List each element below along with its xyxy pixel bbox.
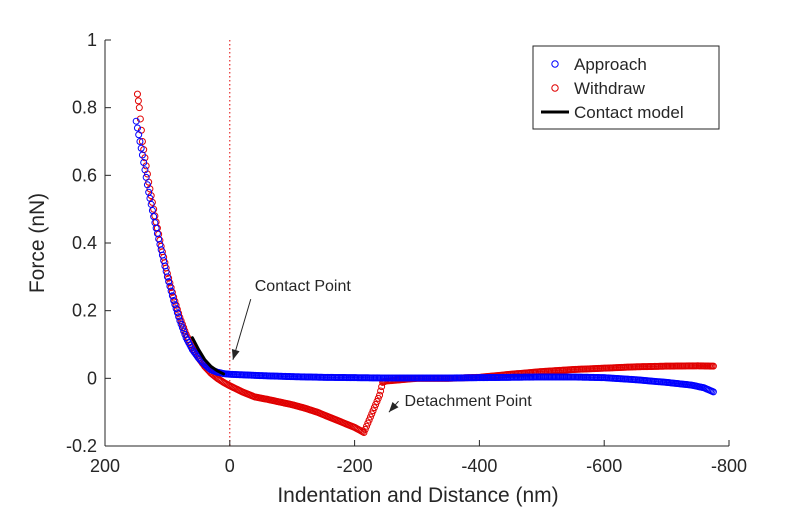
withdraw-point <box>166 279 174 287</box>
approach-point <box>168 292 176 300</box>
approach-point <box>140 158 148 166</box>
withdraw-point <box>360 428 368 436</box>
x-tick-label: -200 <box>337 456 373 476</box>
annotation-arrow-head <box>388 402 399 413</box>
x-axis-label: Indentation and Distance (nm) <box>277 484 558 507</box>
y-tick-label: -0.2 <box>66 436 97 456</box>
y-tick-label: 0.6 <box>72 165 97 185</box>
legend-swatch-marker <box>551 84 559 92</box>
withdraw-point <box>377 387 385 395</box>
approach-point <box>173 309 181 317</box>
withdraw-point <box>361 425 369 433</box>
approach-point <box>166 282 174 290</box>
x-tick-label: 0 <box>225 456 235 476</box>
withdraw-point <box>374 394 382 402</box>
approach-point <box>142 173 150 181</box>
y-tick-label: 0.4 <box>72 233 97 253</box>
approach-point <box>138 151 146 159</box>
withdraw-point <box>709 362 717 370</box>
withdraw-point <box>165 274 173 282</box>
withdraw-point <box>372 401 380 409</box>
approach-point <box>165 278 173 286</box>
y-tick-label: 0.8 <box>72 98 97 118</box>
approach-point <box>176 317 184 325</box>
withdraw-point <box>133 90 141 98</box>
annotation-arrow-shaft <box>232 298 252 360</box>
approach-point <box>132 117 140 125</box>
approach-point <box>172 305 180 313</box>
annotation-label: Contact Point <box>255 278 352 295</box>
approach-point <box>133 124 141 132</box>
y-axis-label: Force (nN) <box>26 193 49 293</box>
approach-point <box>177 320 185 328</box>
x-tick-label: 200 <box>90 456 120 476</box>
approach-point <box>136 138 144 145</box>
withdraw-point <box>134 97 142 105</box>
y-tick-label: 0.2 <box>72 301 97 321</box>
approach-point <box>137 144 145 152</box>
approach-point <box>135 131 143 139</box>
withdraw-point <box>369 407 377 415</box>
withdraw-point <box>138 138 146 145</box>
contact-model-line <box>190 336 226 376</box>
approach-point <box>709 388 717 396</box>
approach-point <box>178 324 186 332</box>
approach-point <box>170 297 178 305</box>
y-tick-label: 0 <box>87 368 97 388</box>
withdraw-point <box>370 404 378 412</box>
legend-entry-label: Contact model <box>574 103 684 122</box>
approach-point <box>148 207 156 215</box>
withdraw-point <box>376 391 384 399</box>
withdraw-point <box>363 422 371 430</box>
legend-swatch-marker <box>551 60 559 68</box>
approach-point <box>167 287 175 295</box>
x-tick-label: -800 <box>711 456 747 476</box>
withdraw-point <box>135 104 143 112</box>
x-tick-label: -600 <box>586 456 622 476</box>
withdraw-series <box>133 90 717 436</box>
withdraw-point <box>368 410 376 418</box>
legend-entry-label: Withdraw <box>574 79 646 98</box>
approach-series <box>132 117 717 396</box>
approach-point <box>147 200 155 208</box>
approach-point <box>180 327 188 335</box>
annotation-label: Detachment Point <box>405 393 533 410</box>
withdraw-point <box>168 288 176 296</box>
legend-box <box>532 45 720 130</box>
x-tick-label: -400 <box>461 456 497 476</box>
approach-point <box>181 330 189 338</box>
withdraw-point <box>170 293 178 301</box>
approach-point <box>141 166 149 174</box>
withdraw-point <box>373 397 381 405</box>
withdraw-point <box>136 115 144 123</box>
withdraw-point <box>364 419 372 427</box>
approach-point <box>143 181 151 189</box>
withdraw-point <box>167 284 175 292</box>
approach-point <box>163 273 171 281</box>
approach-point <box>171 301 179 309</box>
withdraw-point <box>366 413 374 421</box>
annotation-arrow-head <box>231 349 240 360</box>
y-tick-label: 1 <box>87 30 97 50</box>
withdraw-point <box>365 416 373 424</box>
approach-point <box>175 313 183 321</box>
legend-entry-label: Approach <box>574 55 647 74</box>
